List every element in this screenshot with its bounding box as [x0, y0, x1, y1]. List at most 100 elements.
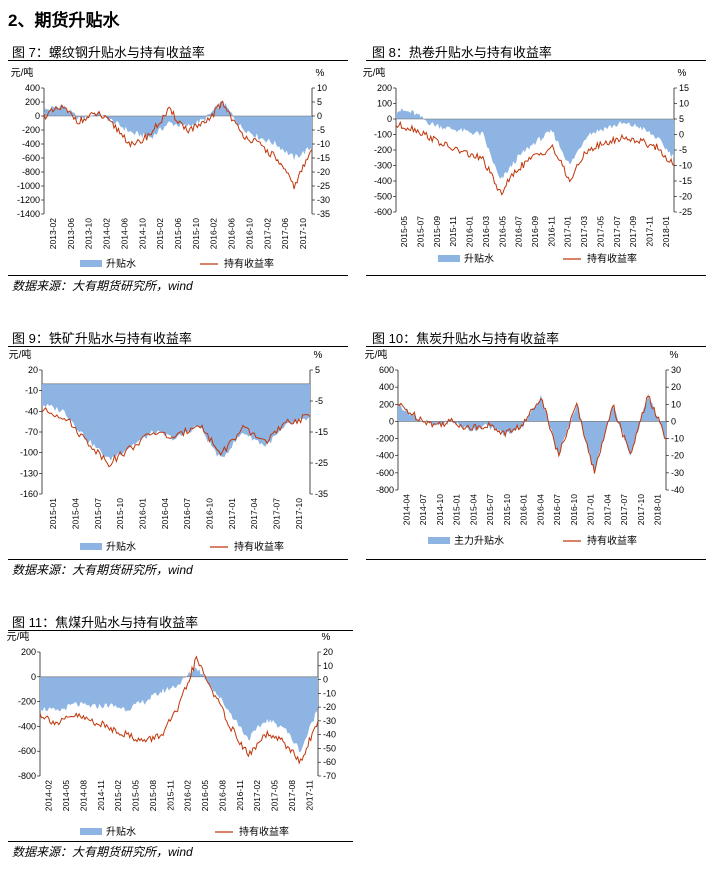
left-unit-label: 元/吨: [9, 348, 32, 361]
right-tick-label: 5: [679, 114, 684, 124]
right-tick-label: 0: [317, 111, 322, 121]
x-tick-label: 2017-10: [636, 494, 646, 525]
right-tick-label: -10: [679, 161, 692, 171]
x-tick-label: 2014-04: [401, 494, 411, 525]
x-tick-label: 2016-01: [519, 494, 529, 525]
right-tick-label: 10: [317, 83, 327, 93]
right-tick-label: -5: [679, 145, 687, 155]
figure-9-rule: [8, 346, 348, 347]
x-tick-label: 2016-06: [227, 218, 237, 249]
x-tick-label: 2015-08: [148, 780, 158, 811]
x-tick-label: 2017-10: [298, 218, 308, 249]
right-tick-label: 0: [323, 675, 328, 685]
right-tick-label: -5: [315, 396, 323, 406]
x-tick-label: 2015-07: [93, 498, 103, 529]
legend-basis-swatch: [80, 543, 102, 550]
right-tick-label: 5: [317, 97, 322, 107]
x-tick-label: 2015-05: [131, 780, 141, 811]
left-tick-label: -800: [376, 485, 394, 495]
roll-yield-line-series: [43, 100, 313, 190]
x-tick-label: 2017-05: [595, 216, 605, 247]
x-tick-label: 2016-01: [138, 498, 148, 529]
left-unit-label: 元/吨: [363, 66, 386, 79]
x-tick-label: 2017-11: [304, 780, 314, 811]
right-tick-label: 10: [679, 99, 689, 109]
right-tick-label: -35: [315, 489, 328, 499]
x-tick-label: 2016-09: [530, 216, 540, 247]
left-tick-label: -400: [22, 139, 40, 149]
x-tick-label: 2017-07: [612, 216, 622, 247]
basis-area-series: [396, 108, 674, 180]
right-tick-label: -10: [323, 688, 336, 698]
left-tick-label: 200: [379, 399, 394, 409]
left-tick-label: -600: [18, 746, 36, 756]
right-tick-label: -30: [317, 195, 330, 205]
x-tick-label: 2013-10: [84, 218, 94, 249]
left-tick-label: 0: [389, 416, 394, 426]
x-tick-label: 2017-04: [602, 494, 612, 525]
right-unit-label: %: [670, 350, 679, 361]
left-tick-label: 20: [28, 365, 38, 375]
x-tick-label: 2014-02: [44, 780, 54, 811]
left-tick-label: -130: [20, 468, 38, 478]
figure-9-source: 数据来源：大有期货研究所，wind: [12, 563, 193, 577]
left-tick-label: 0: [387, 114, 392, 124]
right-tick-label: -25: [317, 181, 330, 191]
left-tick-label: 400: [379, 382, 394, 392]
x-tick-label: 2017-06: [280, 218, 290, 249]
x-tick-label: 2014-07: [418, 494, 428, 525]
x-tick-label: 2017-01: [586, 494, 596, 525]
x-tick-label: 2016-05: [497, 216, 507, 247]
right-tick-label: 20: [323, 647, 333, 657]
right-tick-label: 15: [679, 83, 689, 93]
left-tick-label: -200: [22, 125, 40, 135]
right-tick-label: -25: [679, 207, 692, 217]
figure-10-bottom-rule: [366, 559, 706, 560]
left-tick-label: 600: [379, 365, 394, 375]
x-tick-label: 2014-06: [119, 218, 129, 249]
x-tick-label: 2013-06: [66, 218, 76, 249]
x-tick-label: 2016-10: [205, 498, 215, 529]
x-tick-label: 2017-03: [579, 216, 589, 247]
roll-yield-line-series: [39, 655, 319, 765]
left-tick-label: -300: [374, 161, 392, 171]
right-tick-label: -25: [315, 458, 328, 468]
right-tick-label: 0: [679, 130, 684, 140]
left-tick-label: 100: [377, 99, 392, 109]
x-tick-label: 2014-02: [102, 218, 112, 249]
right-unit-label: %: [316, 68, 325, 79]
x-tick-label: 2015-06: [173, 218, 183, 249]
x-tick-label: 2017-02: [252, 780, 262, 811]
left-tick-label: -100: [20, 448, 38, 458]
x-tick-label: 2015-07: [416, 216, 426, 247]
x-tick-label: 2017-02: [262, 218, 272, 249]
left-tick-label: 0: [35, 111, 40, 121]
legend-basis-label: 升贴水: [106, 540, 136, 553]
x-tick-label: 2015-11: [448, 216, 458, 247]
x-tick-label: 2016-03: [481, 216, 491, 247]
left-tick-label: -800: [22, 167, 40, 177]
right-tick-label: -35: [317, 209, 330, 219]
legend-basis-label: 主力升贴水: [454, 534, 504, 547]
x-tick-label: 2015-02: [113, 780, 123, 811]
x-tick-label: 2016-11: [546, 216, 556, 247]
figure-10-chart: 元/吨 % 600 400 200 0 -200 -400 -600 -800 30 20 10 0 -10…: [365, 348, 684, 547]
legend-basis-swatch: [80, 828, 102, 835]
figure-7-title: 图 7：螺纹钢升贴水与持有收益率: [12, 45, 205, 60]
right-tick-label: -20: [671, 451, 684, 461]
left-tick-label: -800: [18, 771, 36, 781]
x-tick-label: 2015-10: [502, 494, 512, 525]
figure-9-chart: 元/吨 % 20 -10 -40 -70 -100 -130 -160 5 -5 -15 -25 -35 2…: [9, 348, 328, 553]
right-tick-label: 0: [671, 416, 676, 426]
figure-11-source: 数据来源：大有期货研究所，wind: [12, 845, 193, 859]
x-tick-label: 2016-02: [209, 218, 219, 249]
right-tick-label: 10: [671, 399, 681, 409]
x-tick-label: 2017-11: [644, 216, 654, 247]
legend-basis-label: 升贴水: [464, 252, 494, 265]
left-tick-label: -40: [25, 406, 38, 416]
left-tick-label: -10: [25, 386, 38, 396]
x-tick-label: 2015-10: [191, 218, 201, 249]
right-tick-label: -20: [679, 192, 692, 202]
figure-11-chart: 元/吨 % 200 0 -200 -400 -600 -800 20 10 0 -10 -20 -30 -4…: [7, 630, 336, 838]
basis-area-series: [398, 393, 666, 475]
